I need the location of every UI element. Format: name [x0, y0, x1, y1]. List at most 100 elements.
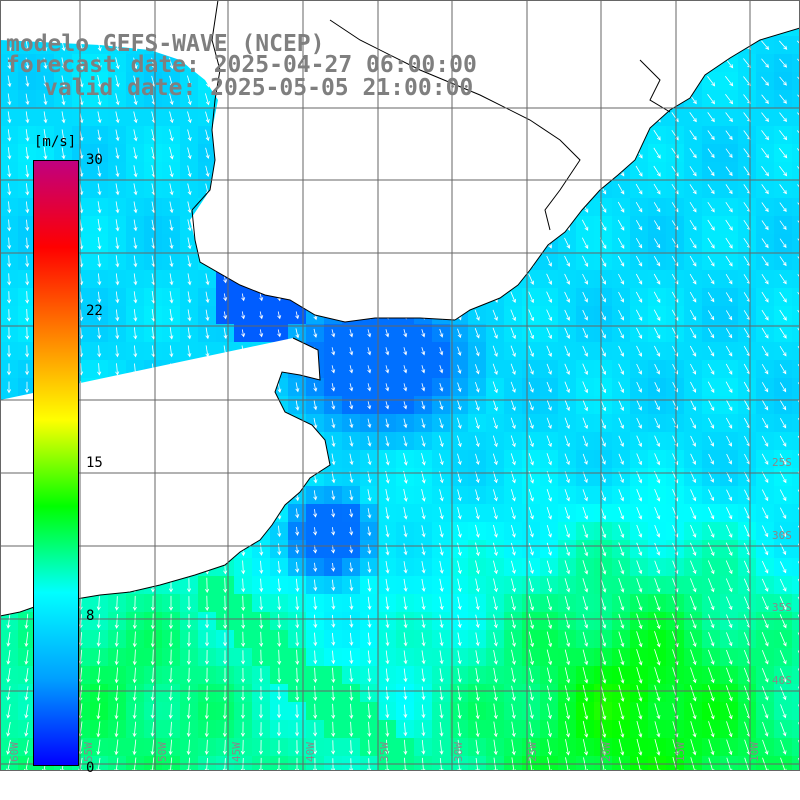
wind-arrow: [779, 507, 787, 520]
coastline-north-brazil: [454, 27, 800, 321]
wind-arrow: [582, 720, 589, 738]
wind-arrow: [475, 739, 480, 756]
wind-arrow: [313, 328, 318, 338]
wind-arrow: [564, 381, 570, 394]
wind-arrow: [636, 345, 642, 357]
wind-arrow: [707, 345, 715, 357]
wind-arrow: [708, 507, 715, 520]
wind-arrow: [258, 704, 264, 719]
wind-arrow: [707, 255, 715, 267]
wind-arrow: [385, 347, 390, 356]
wind-cell: [792, 594, 800, 612]
wind-arrow: [96, 631, 101, 647]
wind-arrow: [277, 311, 282, 320]
wind-arrow: [618, 453, 624, 465]
wind-arrow: [493, 578, 498, 593]
wind-cell: [792, 432, 800, 450]
wind-arrow: [726, 435, 732, 447]
wind-arrow: [403, 578, 408, 592]
wind-arrow: [187, 219, 192, 232]
wind-arrow: [761, 578, 769, 592]
wind-arrow: [636, 738, 643, 756]
wind-arrow: [25, 165, 30, 178]
wind-arrow: [259, 542, 264, 556]
wind-arrow: [582, 399, 588, 412]
wind-arrow: [708, 596, 715, 611]
wind-arrow: [7, 345, 12, 358]
wind-arrow: [403, 739, 408, 756]
wind-arrow: [349, 632, 354, 646]
wind-arrow: [7, 237, 12, 250]
wind-arrow: [635, 165, 643, 177]
wind-arrow: [475, 614, 480, 629]
wind-arrow: [97, 57, 102, 70]
wind-arrow: [295, 685, 300, 702]
wind-arrow: [761, 507, 769, 520]
wind-arrow: [385, 453, 390, 466]
wind-arrow: [439, 578, 444, 593]
wind-arrow: [511, 739, 516, 756]
wind-arrow: [114, 721, 119, 738]
wind-arrow: [421, 329, 426, 338]
wind-arrow: [528, 488, 534, 502]
wind-arrow: [241, 329, 246, 338]
wind-arrow: [761, 112, 770, 123]
wind-arrow: [168, 703, 173, 719]
wind-arrow: [707, 94, 716, 105]
wind-arrow: [259, 668, 264, 683]
wind-arrow: [186, 614, 192, 629]
wind-arrow: [654, 703, 661, 720]
wind-arrow: [133, 165, 138, 178]
wind-arrow: [761, 489, 769, 502]
wind-arrow: [654, 738, 661, 756]
wind-arrow: [617, 255, 625, 267]
wind-arrow: [96, 596, 101, 611]
wind-arrow: [582, 453, 588, 465]
wind-arrow: [511, 703, 516, 720]
wind-arrow: [618, 327, 624, 339]
wind-arrow: [313, 509, 318, 518]
wind-arrow: [133, 57, 138, 70]
wind-arrow: [277, 631, 282, 648]
wind-arrow: [564, 703, 571, 720]
wind-arrow: [510, 309, 516, 322]
wind-arrow: [96, 649, 101, 666]
wind-arrow: [546, 291, 553, 304]
wind-arrow: [457, 328, 462, 339]
wind-arrow: [707, 381, 715, 394]
wind-arrow: [150, 613, 155, 630]
wind-arrow: [654, 363, 660, 375]
longitude-label: 55W: [82, 742, 95, 762]
wind-arrow: [457, 507, 462, 520]
wind-arrow: [780, 704, 787, 719]
wind-arrow: [277, 525, 282, 538]
wind-cell: [792, 270, 800, 288]
wind-arrow: [457, 703, 462, 720]
wind-arrow: [761, 453, 769, 465]
wind-arrow: [797, 327, 800, 333]
longitude-labels: 60W 55W 50W 45W 40W 35W 30W 25W 20W 15W 10W: [8, 742, 761, 762]
wind-arrow: [367, 596, 372, 611]
wind-arrow: [457, 382, 462, 393]
wind-arrow: [7, 75, 12, 88]
wind-arrow: [295, 740, 300, 755]
wind-arrow: [313, 740, 318, 755]
wind-arrow: [403, 704, 408, 719]
wind-arrow: [43, 75, 48, 88]
wind-arrow: [707, 219, 715, 231]
wind-arrow: [97, 75, 102, 88]
wind-arrow: [582, 560, 589, 575]
wind-arrow: [25, 345, 30, 358]
wind-arrow: [564, 506, 570, 520]
wind-arrow: [277, 667, 282, 684]
wind-arrow: [726, 703, 733, 720]
wind-arrow: [259, 686, 264, 701]
wind-arrow: [725, 273, 733, 285]
wind-arrow: [187, 327, 192, 340]
wind-arrow: [618, 291, 624, 303]
wind-arrow: [132, 667, 137, 684]
wind-arrow: [457, 685, 462, 702]
wind-arrow: [475, 560, 480, 575]
wind-arrow: [636, 649, 643, 666]
wind-arrow: [600, 435, 606, 447]
